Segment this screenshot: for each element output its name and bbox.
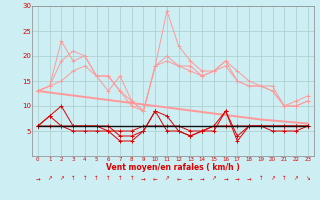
X-axis label: Vent moyen/en rafales ( km/h ): Vent moyen/en rafales ( km/h ) [106,163,240,172]
